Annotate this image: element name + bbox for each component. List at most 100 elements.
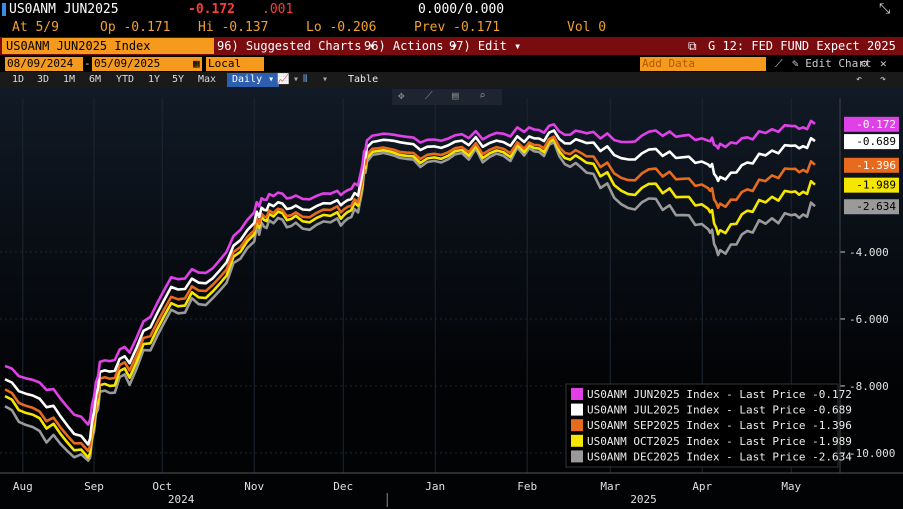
open-value: Op -0.171 xyxy=(100,20,171,35)
period-button-1m[interactable]: 1M xyxy=(63,74,76,85)
bid-ask: 0.000/0.000 xyxy=(418,2,505,17)
as-of-date: At 5/9 xyxy=(12,20,59,35)
x-tick-label: Feb xyxy=(517,480,537,493)
last-value: -0.172 xyxy=(188,2,235,17)
end-date-input[interactable]: 05/09/2025 xyxy=(92,57,202,71)
series-line-1 xyxy=(4,119,816,426)
legend-swatch xyxy=(571,450,583,463)
quote-bar: US0ANM JUN2025 -0.172 .001 0.000/0.000 ⤡ xyxy=(0,0,903,19)
legend-swatch xyxy=(571,388,583,400)
expand-icon[interactable]: ⤡ xyxy=(879,1,891,17)
date-range-dash: - xyxy=(84,57,91,70)
security-field[interactable]: US0ANM JUN2025 Index xyxy=(2,38,214,54)
legend-swatch xyxy=(571,419,583,432)
low-value: Lo -0.206 xyxy=(306,20,377,35)
x-tick-label: Apr xyxy=(692,480,712,493)
legend-entry: US0ANM SEP2025 Index - Last Price -1.396 xyxy=(587,419,852,432)
chart-type-dropdown-icon[interactable]: ▾ xyxy=(293,74,300,85)
suggested-charts-menu[interactable]: 96) Suggested Charts ▾ xyxy=(217,39,376,53)
crosshair-icon[interactable]: ✥ xyxy=(398,89,405,102)
close-icon[interactable]: ✕ xyxy=(880,57,887,70)
start-date-input[interactable]: 08/09/2024 xyxy=(5,57,83,71)
chart-area[interactable]: ✥ ⟋ ▤ ⌕ Aug Sep Oct Nov Dec Jan Feb Mar Apr May 20… xyxy=(0,88,903,509)
last-value-badge xyxy=(844,157,899,173)
period-toolbar: 1D 3D 1M 6M YTD 1Y 5Y Max Daily ▾ 📈 ▾ ⫴ ▾ Table… xyxy=(0,72,903,88)
last-value-label: -1.396 xyxy=(856,159,896,172)
x-tick-label: Dec xyxy=(333,480,353,493)
x-tick-label: Nov xyxy=(244,480,264,493)
redo-icon[interactable]: ↷ xyxy=(880,74,887,85)
series-line-2 xyxy=(4,129,816,446)
actions-menu[interactable]: 96) Actions ▾ xyxy=(364,39,458,53)
period-button-6m[interactable]: 6M xyxy=(89,74,102,85)
legend-entry: US0ANM DEC2025 Index - Last Price -2.634 xyxy=(587,450,852,463)
date-toolbar: 08/09/2024 - 05/09/2025 ▦ Local CCY Add … xyxy=(0,56,903,84)
menu-bar: US0ANM JUN2025 Index 96) Suggested Chart… xyxy=(0,37,903,55)
year-label: 2025 xyxy=(630,493,657,506)
period-button-5y[interactable]: 5Y xyxy=(172,74,185,85)
zigzag-icon[interactable]: ⟋ xyxy=(775,57,783,70)
y-tick-label: -4.000 xyxy=(849,246,889,259)
chart-title: G 12: FED FUND Expect 2025 xyxy=(708,39,896,53)
last-value-label: -0.689 xyxy=(856,135,896,148)
last-value-label: -1.989 xyxy=(856,179,896,192)
high-value: Hi -0.137 xyxy=(198,20,269,35)
period-button-max[interactable]: Max xyxy=(198,74,217,85)
legend-swatch xyxy=(571,403,583,416)
pencil-icon: ✎ xyxy=(792,57,806,70)
launch-icon[interactable]: ⧉ xyxy=(688,39,697,53)
x-tick-label: Mar xyxy=(600,480,620,493)
currency-select[interactable]: Local CCY xyxy=(206,57,264,84)
change-value: .001 xyxy=(262,2,294,17)
price-chart: Aug Sep Oct Nov Dec Jan Feb Mar Apr May 2024 2025 -4… xyxy=(0,98,903,507)
prev-value: Prev -0.171 xyxy=(414,20,501,35)
legend-entry: US0ANM JUL2025 Index - Last Price -0.689 xyxy=(587,404,852,417)
period-button-ytd[interactable]: YTD xyxy=(116,74,135,85)
draw-line-icon[interactable]: ⟋ xyxy=(425,89,433,102)
last-value-badge xyxy=(844,199,899,215)
calendar-icon[interactable]: ▦ xyxy=(193,57,200,70)
year-label: 2024 xyxy=(168,493,195,506)
last-value-label: -0.172 xyxy=(856,118,896,131)
last-value-badge xyxy=(844,177,899,193)
x-tick-label: Sep xyxy=(84,480,104,493)
series-line-4 xyxy=(4,138,816,459)
x-tick-label: Jan xyxy=(425,480,445,493)
ticker-symbol[interactable]: US0ANM JUN2025 xyxy=(9,2,119,17)
legend-box xyxy=(565,383,839,468)
zoom-icon[interactable]: ⌕ xyxy=(479,89,486,102)
add-data-input[interactable]: Add Data xyxy=(640,57,766,71)
period-button-3d[interactable]: 3D xyxy=(37,74,50,85)
settings-icon[interactable]: ⚙ xyxy=(861,57,868,70)
chart-style-dropdown-icon[interactable]: ▾ xyxy=(322,74,329,85)
ticker-marker xyxy=(2,3,6,16)
chart-tools-panel: ✥ ⟋ ▤ ⌕ xyxy=(392,89,502,105)
x-tick-label: Aug xyxy=(13,480,33,493)
line-chart-icon[interactable]: 📈 xyxy=(277,74,290,85)
last-value-badge xyxy=(844,116,899,132)
series-line-5 xyxy=(4,140,816,462)
frequency-select[interactable]: Daily ▾ xyxy=(227,73,280,87)
last-value-label: -2.634 xyxy=(856,200,896,213)
legend-entry: US0ANM OCT2025 Index - Last Price -1.989 xyxy=(587,435,852,448)
edit-menu[interactable]: 97) Edit ▾ xyxy=(449,39,522,53)
legend-swatch xyxy=(571,434,583,447)
annotate-icon[interactable]: ▤ xyxy=(452,89,459,102)
series-line-3 xyxy=(4,135,816,453)
y-tick-label: -6.000 xyxy=(849,313,889,326)
undo-icon[interactable]: ↶ xyxy=(856,74,863,85)
volume-value: Vol 0 xyxy=(567,20,607,35)
y-tick-label: -10.000 xyxy=(849,447,895,460)
y-tick-label: -8.000 xyxy=(849,380,889,393)
last-value-badge xyxy=(844,134,899,150)
table-button[interactable]: Table xyxy=(348,74,379,85)
period-button-1y[interactable]: 1Y xyxy=(148,74,161,85)
edit-chart-label: Edit Chart xyxy=(805,57,872,70)
period-button-1d[interactable]: 1D xyxy=(12,74,25,85)
edit-chart-button[interactable]: ✎ Edit Chart xyxy=(792,56,871,72)
bar-chart-icon[interactable]: ⫴ xyxy=(303,74,308,85)
ohlc-bar: At 5/9 Op -0.171 Hi -0.137 Lo -0.206 Pre… xyxy=(0,19,903,37)
x-tick-label: May xyxy=(781,480,801,493)
legend-entry: US0ANM JUN2025 Index - Last Price -0.172 xyxy=(587,388,852,401)
x-tick-label: Oct xyxy=(152,480,172,493)
